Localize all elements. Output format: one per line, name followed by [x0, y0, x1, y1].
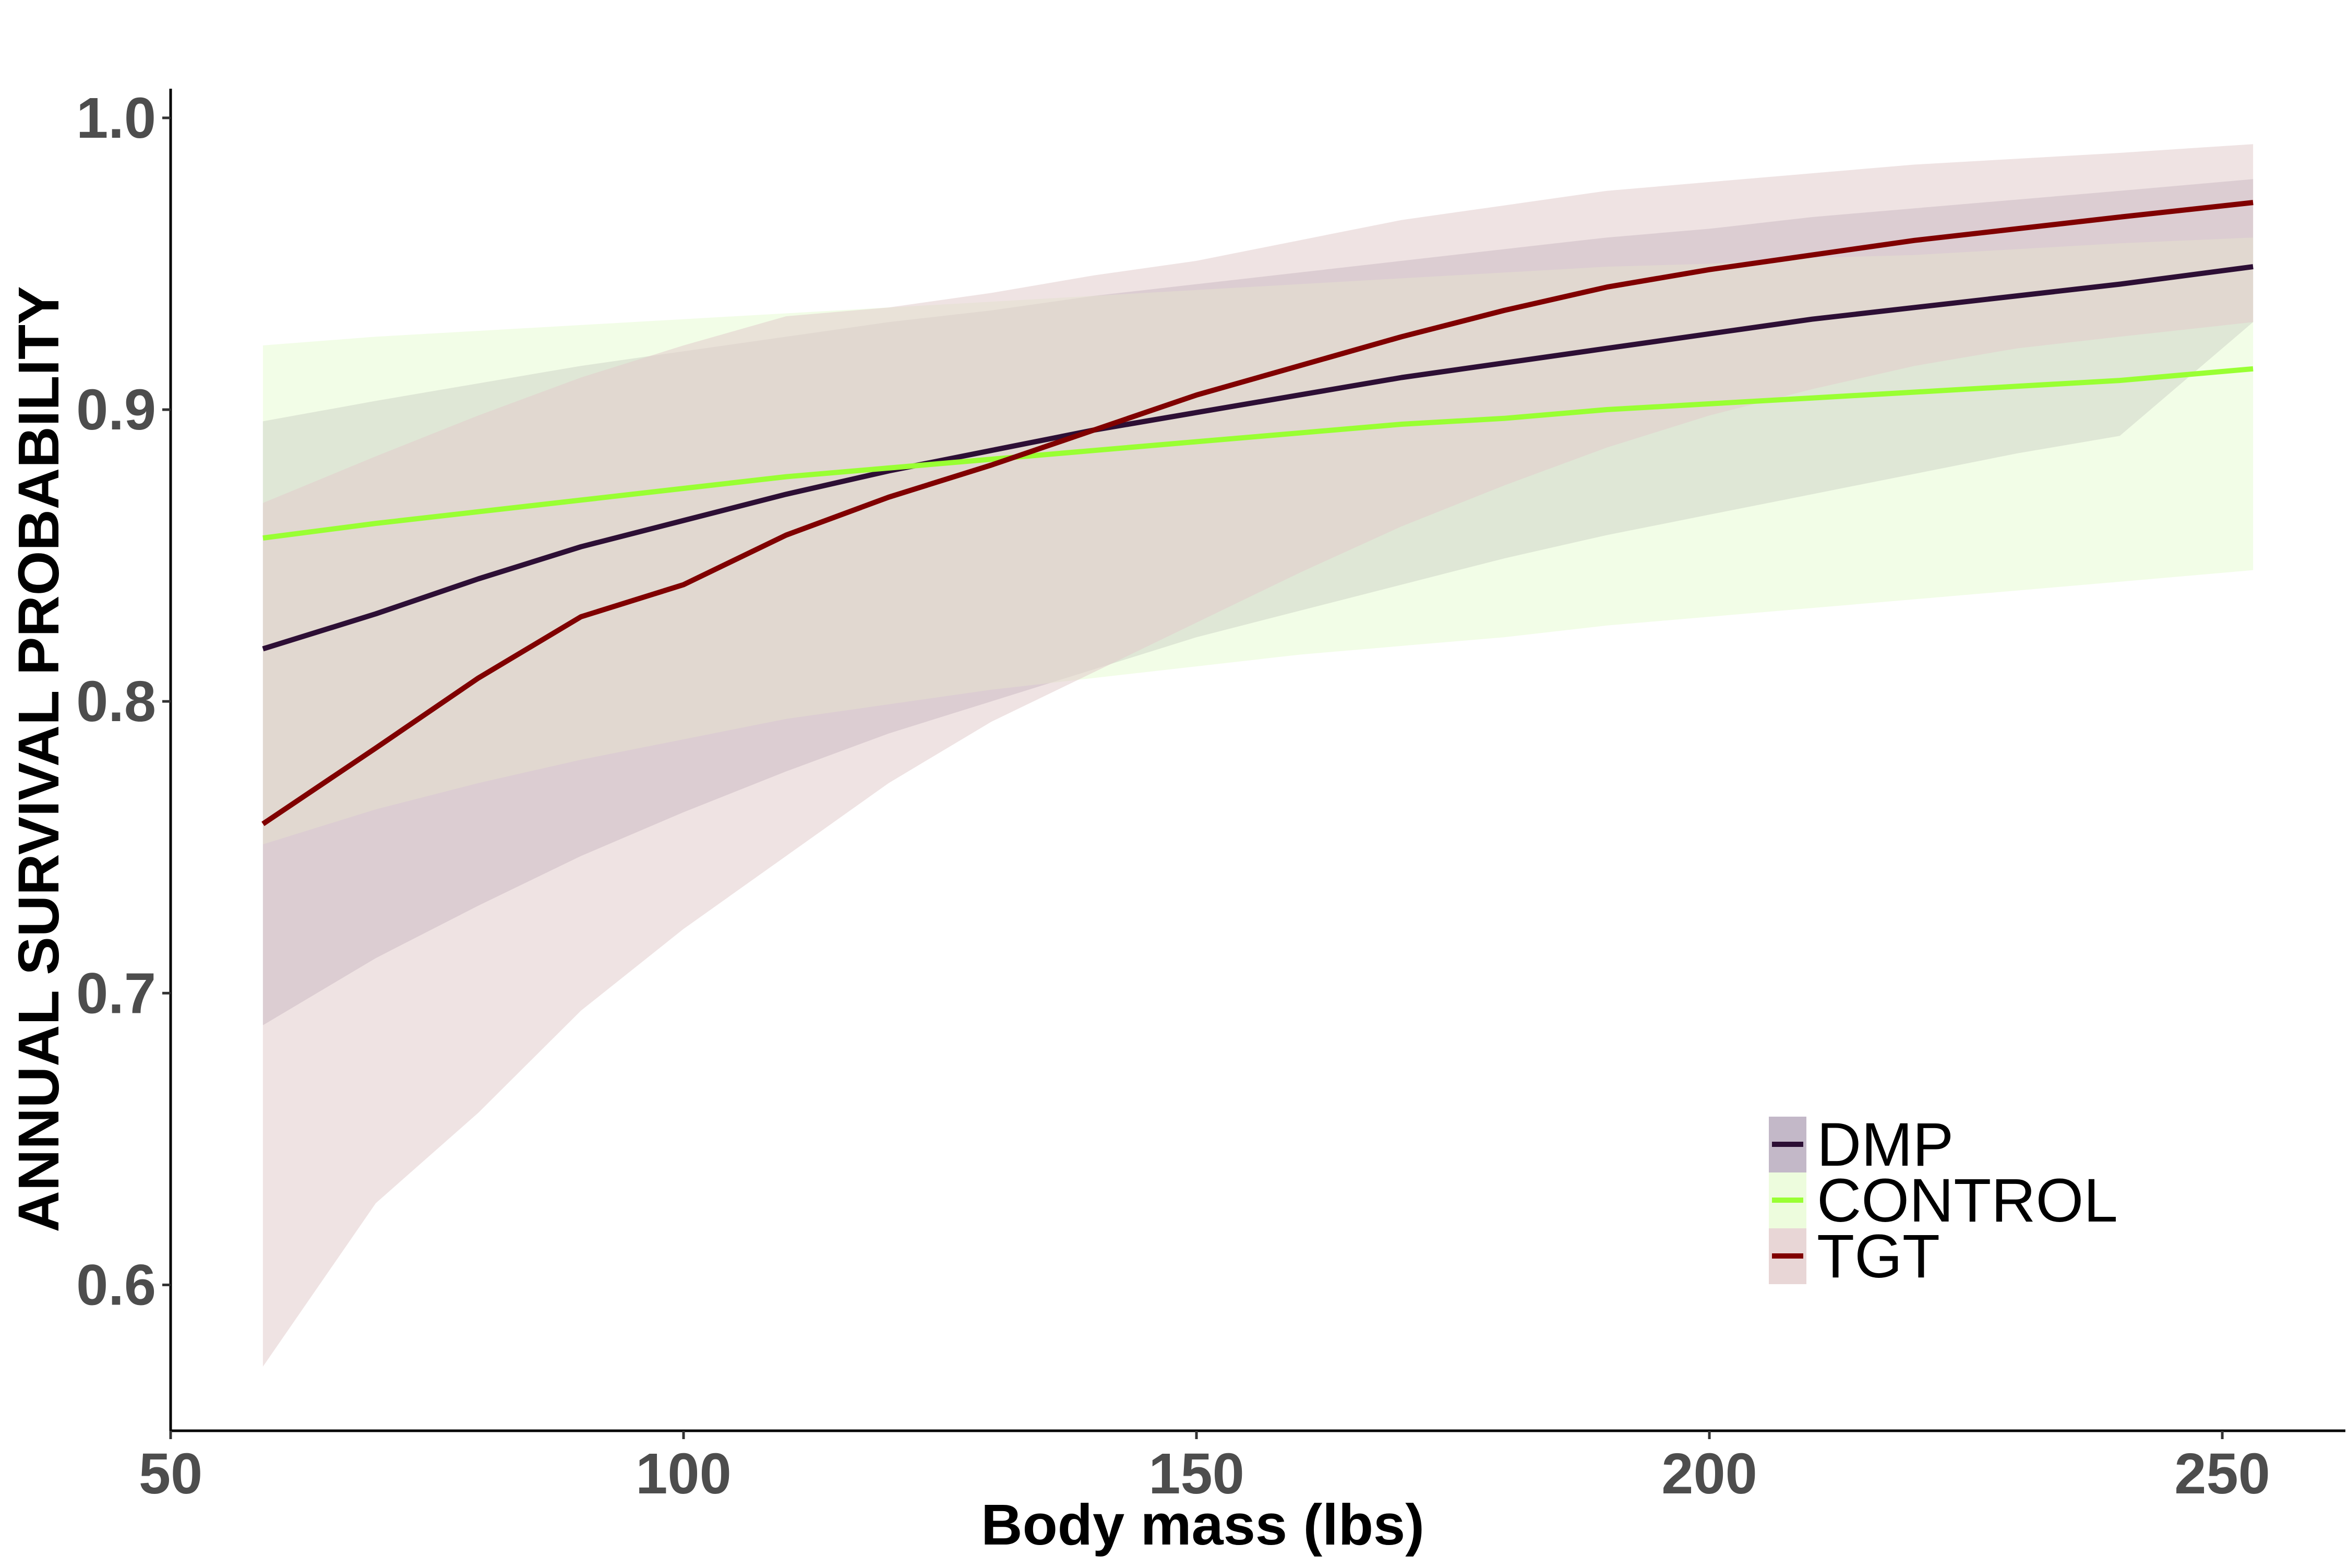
- line-dmp: [262, 264, 2254, 652]
- legend-label-control: CONTROL: [1817, 1166, 2118, 1235]
- line-control: [262, 366, 2254, 541]
- ticks: 0.6 0.7 0.8 0.9 1.0 50 100 150 200 250: [76, 86, 2270, 1506]
- x-axis-title: Body mass (lbs): [981, 1493, 1424, 1557]
- y-tick-label: 0.9: [76, 378, 156, 442]
- band-tgt: [262, 144, 2254, 1367]
- x-tick-label: 50: [139, 1442, 202, 1506]
- x-tick-label: 200: [1661, 1442, 1757, 1506]
- y-tick-label: 0.6: [76, 1253, 156, 1317]
- x-tick-label: 150: [1148, 1442, 1244, 1506]
- y-tick-label: 0.8: [76, 669, 156, 734]
- confidence-bands: [262, 144, 2254, 1367]
- y-axis-title: ANNUAL SURVIVAL PROBABILITY: [7, 286, 71, 1232]
- legend-label-dmp: DMP: [1817, 1110, 1954, 1179]
- y-tick-label: 1.0: [76, 86, 156, 150]
- legend-label-tgt: TGT: [1817, 1222, 1940, 1291]
- x-tick-label: 250: [2174, 1442, 2270, 1506]
- axes: [169, 89, 2345, 1432]
- line-tgt: [261, 200, 2254, 827]
- series-lines: [261, 200, 2254, 827]
- x-tick-label: 100: [636, 1442, 732, 1506]
- y-tick-label: 0.7: [76, 961, 156, 1025]
